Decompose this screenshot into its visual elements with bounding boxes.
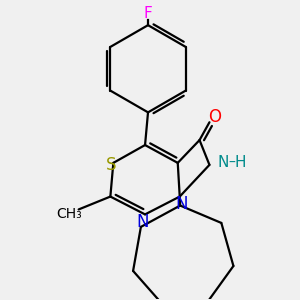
Text: N: N (176, 196, 188, 214)
Text: CH₃: CH₃ (56, 207, 82, 221)
Text: S: S (106, 156, 117, 174)
Text: N: N (218, 155, 229, 170)
Text: F: F (144, 6, 152, 21)
Text: O: O (208, 108, 221, 126)
Text: H: H (234, 155, 246, 170)
Text: –: – (229, 156, 236, 170)
Text: N: N (137, 213, 149, 231)
